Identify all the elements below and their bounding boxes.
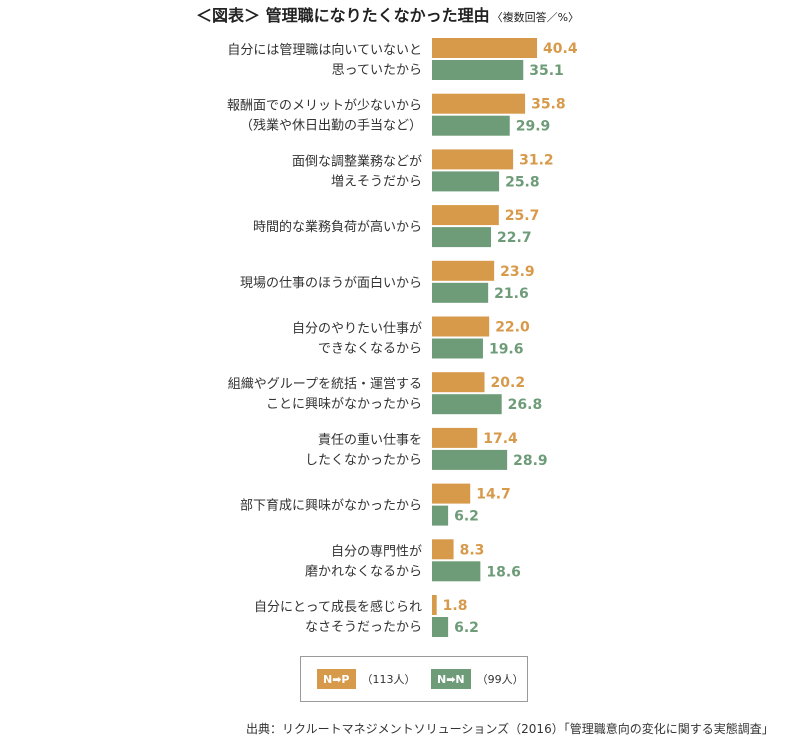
category-label: 組織やグループを統括・運営することに興味がなかったから — [228, 377, 422, 412]
bar-nn — [432, 115, 510, 136]
value-label-np: 23.9 — [500, 264, 535, 280]
value-label-np: 40.4 — [543, 41, 578, 57]
bar-np — [432, 427, 478, 448]
source-note: 出典：リクルートマネジメントソリューションズ（2016）「管理職意向の変化に関す… — [246, 722, 774, 736]
category-label: 時間的な業務負荷が高いから — [253, 219, 422, 235]
bar-nn — [432, 282, 489, 303]
legend-count-nn: （99人） — [476, 673, 524, 686]
category-label: 部下育成に興味がなかったから — [240, 498, 422, 514]
value-label-np: 17.4 — [483, 431, 518, 447]
chart-title: ＜図表＞ 管理職になりたくなかった理由 〈複数回答／%〉 — [196, 2, 579, 26]
value-label-nn: 28.9 — [513, 453, 548, 469]
value-label-np: 25.7 — [505, 208, 540, 224]
value-label-nn: 26.8 — [508, 397, 543, 413]
value-label-nn: 21.6 — [494, 286, 529, 302]
category-label: 自分には管理職は向いていないと思っていたから — [227, 42, 422, 78]
legend: N➡P （113人） N➡N （99人） — [300, 656, 528, 702]
bar-nn — [432, 60, 524, 80]
bar-np — [432, 316, 490, 337]
bar-np — [432, 149, 514, 170]
bar-nn — [432, 171, 500, 192]
bar-np — [432, 205, 499, 226]
chart-title-note: 〈複数回答／%〉 — [491, 11, 580, 24]
legend-swatch-nn: N➡N — [431, 669, 471, 689]
bar-chart: 自分には管理職は向いていないと思っていたから 40.4 35.1 報酬面でのメリットが… — [227, 38, 578, 637]
category-label: 自分にとって成長を感じられなさそうだったから — [254, 599, 422, 635]
legend-swatch-np: N➡P — [317, 669, 356, 689]
bar-nn — [432, 394, 502, 415]
category-label: 自分のやりたい仕事ができなくなるから — [292, 322, 422, 357]
value-label-nn: 6.2 — [454, 509, 479, 525]
legend-item-np: N➡P （113人） — [317, 669, 416, 689]
category-label: 責任の重い仕事をしたくなかったから — [305, 432, 422, 468]
value-label-np: 35.8 — [531, 97, 566, 113]
value-label-nn: 19.6 — [489, 342, 524, 358]
bar-np — [432, 38, 538, 58]
bar-nn — [432, 227, 492, 248]
category-label: 自分の専門性が磨かれなくなるから — [305, 544, 422, 579]
value-label-nn: 25.8 — [505, 174, 540, 190]
bar-np — [432, 93, 526, 114]
bar-nn — [432, 338, 483, 359]
value-label-nn: 29.9 — [516, 119, 551, 135]
value-label-np: 8.3 — [460, 542, 485, 558]
category-label: 現場の仕事のほうが面白いから — [240, 275, 422, 291]
bar-np — [432, 260, 495, 281]
legend-item-nn: N➡N （99人） — [431, 669, 524, 689]
value-label-np: 20.2 — [491, 375, 526, 391]
value-label-np: 22.0 — [495, 320, 530, 336]
legend-count-np: （113人） — [361, 673, 416, 686]
chart-title-main: ＜図表＞ 管理職になりたくなかった理由 — [196, 6, 490, 25]
value-label-nn: 18.6 — [486, 564, 521, 580]
category-label: 報酬面でのメリットが少ないから（残業や休日出勤の手当など） — [227, 99, 422, 134]
value-label-nn: 35.1 — [529, 63, 564, 79]
bar-nn — [432, 449, 508, 470]
bar-nn — [432, 617, 449, 637]
bar-np — [432, 539, 454, 560]
bar-nn — [432, 561, 481, 582]
bar-nn — [432, 505, 449, 526]
value-label-np: 1.8 — [443, 598, 468, 614]
bar-np — [432, 483, 471, 504]
value-label-np: 14.7 — [476, 487, 511, 503]
category-label: 面倒な調整業務などが増えそうだから — [292, 153, 422, 189]
value-label-np: 31.2 — [519, 152, 554, 168]
value-label-nn: 6.2 — [454, 620, 479, 636]
value-label-nn: 22.7 — [497, 230, 532, 246]
bar-np — [432, 595, 437, 615]
bar-np — [432, 372, 485, 393]
